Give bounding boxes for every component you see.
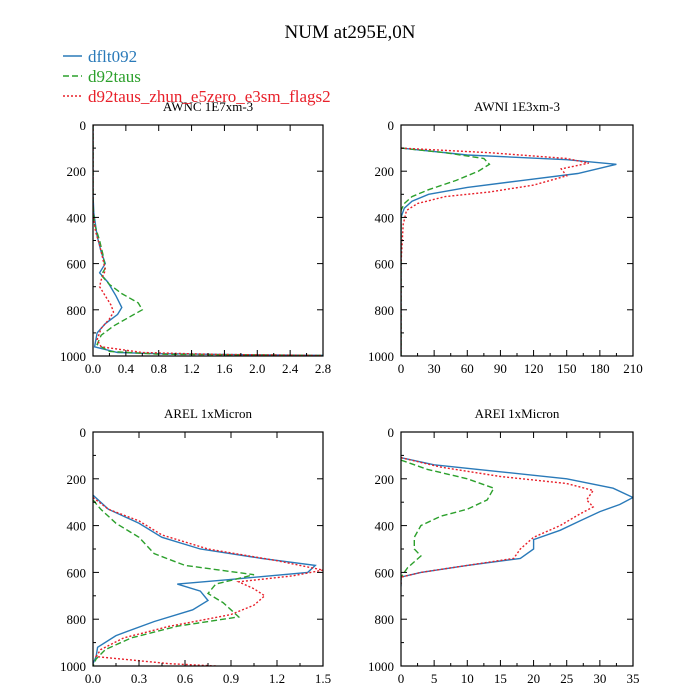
y-tick-label: 0 bbox=[80, 425, 87, 440]
legend-label: d92taus bbox=[88, 67, 141, 86]
y-tick-label: 600 bbox=[67, 565, 87, 580]
series-line-dflt092 bbox=[401, 457, 633, 587]
legend-label: dflt092 bbox=[88, 47, 137, 66]
y-tick-label: 1000 bbox=[60, 349, 86, 364]
series-group bbox=[93, 125, 323, 356]
series-line-d92taus bbox=[93, 499, 255, 666]
series-line-d92taus bbox=[93, 125, 323, 356]
series-line-d92taus bbox=[401, 147, 491, 356]
legend: dflt092d92tausd92taus_zhun_e5zero_e3sm_f… bbox=[63, 47, 331, 106]
legend-entry: d92taus_zhun_e5zero_e3sm_flags2 bbox=[63, 87, 331, 106]
x-tick-label: 0 bbox=[398, 671, 405, 686]
panel-4: AREI 1xMicron 0 5 10 15 20 25 30 35 0 200 400 600 800… bbox=[368, 406, 640, 686]
x-tick-label: 90 bbox=[494, 361, 507, 376]
x-tick-label: 0.0 bbox=[85, 671, 101, 686]
series-line-d92taus_zhun_e5zero_e3sm_flags2 bbox=[401, 147, 589, 356]
panel-3: AREL 1xMicron 0.0 0.3 0.6 0.9 1.2 1.5 0 200 400 60… bbox=[60, 406, 331, 686]
x-tick-label: 0.6 bbox=[177, 671, 194, 686]
x-tick-label: 10 bbox=[461, 671, 474, 686]
y-tick-label: 600 bbox=[375, 565, 395, 580]
x-tick-label: 30 bbox=[428, 361, 441, 376]
x-tick-label: 2.8 bbox=[315, 361, 331, 376]
y-tick-label: 600 bbox=[67, 257, 87, 272]
panel-frame bbox=[400, 431, 634, 667]
x-tick-label: 0.9 bbox=[223, 671, 239, 686]
x-tick-label: 35 bbox=[627, 671, 640, 686]
y-tick-label: 800 bbox=[375, 303, 395, 318]
x-tick-label: 0.0 bbox=[85, 361, 101, 376]
x-tick-label: 2.0 bbox=[249, 361, 265, 376]
y-tick-label: 200 bbox=[375, 472, 395, 487]
x-tick-label: 2.4 bbox=[282, 361, 299, 376]
series-line-dflt092 bbox=[93, 125, 323, 356]
series-line-d92taus_zhun_e5zero_e3sm_flags2 bbox=[93, 125, 323, 356]
y-tick-label: 0 bbox=[388, 425, 395, 440]
y-tick-label: 1000 bbox=[368, 659, 394, 674]
y-tick-label: 600 bbox=[375, 257, 395, 272]
x-tick-label: 30 bbox=[593, 671, 606, 686]
panel-frame bbox=[92, 124, 324, 357]
x-tick-label: 210 bbox=[623, 361, 643, 376]
x-tick-label: 5 bbox=[431, 671, 438, 686]
y-tick-label: 200 bbox=[67, 472, 87, 487]
x-tick-label: 1.2 bbox=[269, 671, 285, 686]
x-tick-label: 180 bbox=[590, 361, 610, 376]
y-tick-label: 800 bbox=[375, 612, 395, 627]
y-tick-label: 200 bbox=[375, 164, 395, 179]
y-tick-label: 400 bbox=[375, 519, 395, 534]
x-tick-label: 1.6 bbox=[216, 361, 233, 376]
x-tick-label: 120 bbox=[524, 361, 544, 376]
y-tick-label: 400 bbox=[375, 210, 395, 225]
panel-title: AREI 1xMicron bbox=[475, 406, 560, 421]
y-tick-label: 0 bbox=[388, 118, 395, 133]
panel-title: AWNI 1E3xm-3 bbox=[474, 99, 560, 114]
y-tick-label: 400 bbox=[67, 210, 87, 225]
series-group bbox=[401, 457, 633, 587]
panel-2: AWNI 1E3xm-3 0 30 60 90 120 150 180 210 0 200 400 60… bbox=[368, 99, 643, 376]
legend-label: d92taus_zhun_e5zero_e3sm_flags2 bbox=[88, 87, 331, 106]
y-tick-label: 200 bbox=[67, 164, 87, 179]
x-tick-label: 0 bbox=[398, 361, 405, 376]
x-tick-label: 0.3 bbox=[131, 671, 147, 686]
y-tick-label: 0 bbox=[80, 118, 87, 133]
y-tick-label: 1000 bbox=[60, 659, 86, 674]
x-tick-label: 1.5 bbox=[315, 671, 331, 686]
series-line-d92taus bbox=[401, 459, 495, 585]
x-tick-label: 15 bbox=[494, 671, 507, 686]
panel-title: AWNC 1E7xm-3 bbox=[163, 99, 253, 114]
y-tick-label: 800 bbox=[67, 612, 87, 627]
y-tick-label: 1000 bbox=[368, 349, 394, 364]
y-tick-label: 800 bbox=[67, 303, 87, 318]
figure-title: NUM at295E,0N bbox=[285, 22, 416, 43]
x-tick-label: 60 bbox=[461, 361, 474, 376]
series-line-d92taus_zhun_e5zero_e3sm_flags2 bbox=[93, 496, 323, 666]
x-tick-label: 1.2 bbox=[183, 361, 199, 376]
series-group bbox=[401, 147, 617, 356]
x-tick-label: 0.8 bbox=[151, 361, 167, 376]
x-tick-label: 150 bbox=[557, 361, 577, 376]
panels-group: AWNC 1E7xm-30.0 0.4 0.8 1.2 1.6 2.0 2.4 2.80200… bbox=[60, 99, 643, 686]
x-tick-label: 20 bbox=[527, 671, 540, 686]
legend-entry: dflt092 bbox=[63, 47, 137, 66]
x-tick-label: 0.4 bbox=[118, 361, 135, 376]
legend-entry: d92taus bbox=[63, 67, 141, 86]
panel-title: AREL 1xMicron bbox=[164, 406, 252, 421]
x-tick-label: 25 bbox=[560, 671, 573, 686]
panel-frame bbox=[400, 124, 634, 357]
series-line-dflt092 bbox=[401, 147, 617, 356]
series-group bbox=[93, 494, 323, 666]
y-tick-label: 400 bbox=[67, 519, 87, 534]
series-line-dflt092 bbox=[93, 494, 317, 664]
panel-1: AWNC 1E7xm-3 0.0 0.4 0.8 1.2 1.6 2.0 2.4 2.8 0 200… bbox=[60, 99, 331, 376]
